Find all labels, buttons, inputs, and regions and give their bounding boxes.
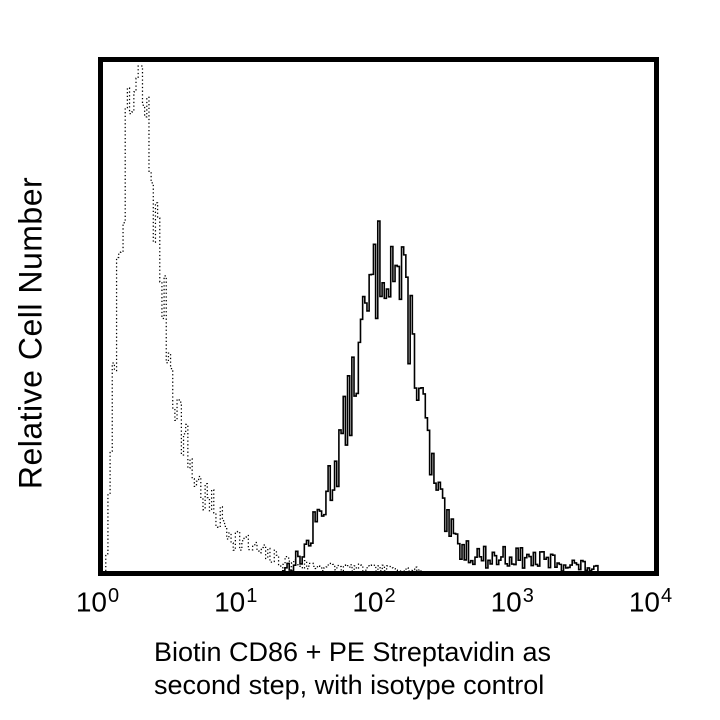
x-tick-label-10^2: 102	[352, 585, 396, 618]
caption-line-2: second step, with isotype control	[154, 670, 545, 700]
figure-caption: Biotin CD86 + PE Streptavidin as second …	[154, 636, 551, 702]
x-tick-label-10^4: 104	[628, 585, 673, 618]
caption-line-1: Biotin CD86 + PE Streptavidin as	[154, 637, 551, 667]
x-tick-exponent: 2	[384, 585, 396, 607]
x-tick-label-10^1: 101	[214, 585, 258, 618]
cd86-pe-streptavidin-trace	[281, 220, 599, 572]
histogram-traces	[105, 65, 599, 572]
x-tick-label-10^0: 100	[75, 585, 120, 618]
x-tick-exponent: 0	[108, 585, 120, 607]
plot-border	[98, 57, 659, 576]
isotype-control-trace	[105, 65, 422, 572]
x-tick-exponent: 4	[661, 585, 673, 607]
x-tick-exponent: 3	[522, 585, 534, 607]
x-tick-exponent: 1	[246, 585, 258, 607]
x-tick-label-10^3: 103	[490, 585, 534, 618]
